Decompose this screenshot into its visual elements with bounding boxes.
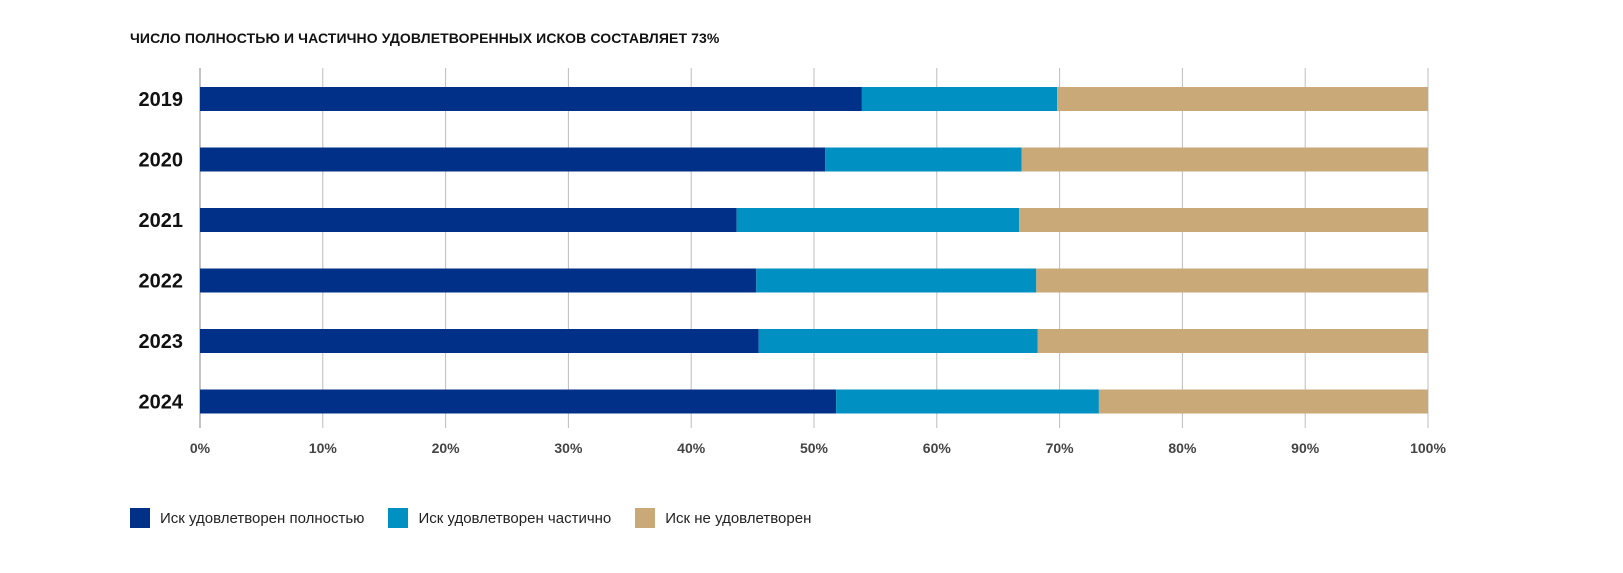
x-tick-label: 20% [432, 440, 461, 456]
category-labels: 2019 2020 2021 2022 2023 2024 [139, 89, 184, 414]
bar-full-2020 [200, 147, 826, 172]
bar-full-2021 [200, 208, 737, 232]
bar-rejected-2020 [1021, 147, 1428, 172]
x-tick-label: 0% [190, 440, 211, 456]
x-tick-label: 80% [1168, 440, 1197, 456]
x-tick-label: 90% [1291, 440, 1320, 456]
gridlines [199, 68, 1429, 428]
legend-label-rejected: Иск не удовлетворен [665, 509, 812, 527]
legend-item-partial: Иск удовлетворен частично [388, 508, 611, 528]
stacked-bar-chart: 2019 2020 2021 2022 2023 2024 0% 10% 20% 30% 40% 5… [139, 68, 1447, 456]
bar-rejected-2019 [1057, 87, 1428, 111]
bar-partial-2019 [861, 87, 1058, 111]
legend-swatch-full [130, 508, 150, 528]
bar-full-2019 [200, 87, 862, 111]
legend-item-full: Иск удовлетворен полностью [130, 508, 364, 528]
bar-full-2023 [200, 329, 759, 353]
legend-label-full: Иск удовлетворен полностью [160, 509, 365, 527]
bar-rejected-2022 [1036, 268, 1428, 293]
bar-rejected-2021 [1019, 208, 1428, 232]
x-tick-label: 60% [923, 440, 952, 456]
bar-partial-2022 [756, 268, 1037, 293]
bar-partial-2021 [736, 208, 1020, 232]
category-label: 2020 [139, 150, 184, 172]
bar-partial-2023 [758, 329, 1038, 353]
bar-full-2022 [200, 268, 757, 293]
category-label: 2022 [139, 271, 184, 293]
legend: Иск удовлетворен полностью Иск удовлетво… [130, 508, 811, 528]
legend-swatch-partial [388, 508, 409, 528]
category-label: 2021 [139, 210, 184, 232]
legend-item-rejected: Иск не удовлетворен [635, 508, 811, 528]
x-tick-label: 50% [800, 440, 829, 456]
bar-partial-2020 [825, 147, 1022, 172]
x-tick-label: 10% [309, 440, 338, 456]
bar-rejected-2023 [1037, 329, 1428, 353]
bars [200, 87, 1428, 414]
x-tick-label: 70% [1046, 440, 1075, 456]
category-label: 2023 [139, 331, 184, 353]
bar-full-2024 [200, 389, 837, 414]
bar-partial-2024 [836, 389, 1099, 414]
category-label: 2024 [139, 392, 184, 414]
x-tick-label: 30% [554, 440, 583, 456]
x-tick-labels: 0% 10% 20% 30% 40% 50% 60% 70% 80% 90% 100% [190, 440, 1447, 456]
legend-swatch-rejected [635, 508, 656, 528]
legend-label-partial: Иск удовлетворен частично [418, 509, 612, 527]
bar-rejected-2024 [1098, 389, 1428, 414]
chart-title: ЧИСЛО ПОЛНОСТЬЮ И ЧАСТИЧНО УДОВЛЕТВОРЕНН… [130, 30, 720, 46]
category-label: 2019 [139, 89, 184, 111]
x-tick-label: 100% [1410, 440, 1446, 456]
x-tick-label: 40% [677, 440, 706, 456]
